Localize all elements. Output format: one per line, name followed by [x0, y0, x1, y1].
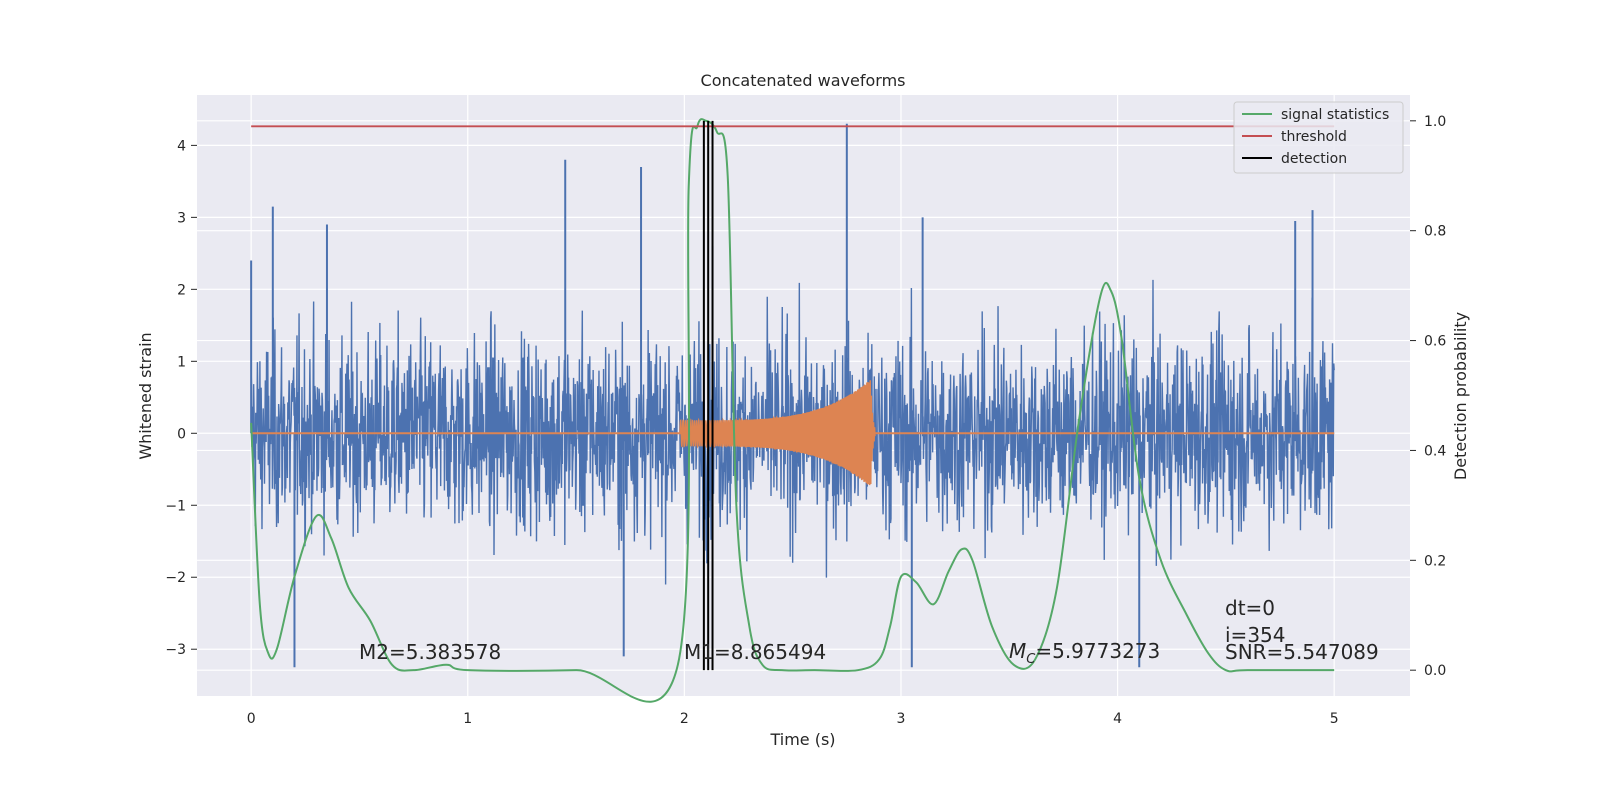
strain-series [250, 123, 1335, 668]
y2-tick-label-1: 0.2 [1424, 553, 1446, 569]
legend-frame [1233, 101, 1404, 174]
legend-label-threshold: threshold [1281, 129, 1347, 145]
legend-label-signal-statistics: signal statistics [1281, 107, 1389, 123]
annotation-mc-sub: C [1026, 652, 1036, 667]
annotation-mc-value: =5.9773273 [1035, 639, 1160, 663]
y2-tick-label-2: 0.4 [1424, 443, 1446, 459]
x-axis-label: Time (s) [769, 730, 835, 749]
x-tick-label-0: 0 [247, 711, 256, 727]
annotation-m2: M2=5.383578 [359, 640, 501, 664]
y2-tick-label-5: 1.0 [1424, 114, 1446, 130]
y-tick-label-7: 4 [177, 138, 186, 154]
annotation-m1: M1=8.865494 [684, 640, 826, 664]
axis-ticks: 0 1 2 3 4 5 −3 −2 −1 0 1 2 3 4 0.0 0.2 0.4 0.6 0.8 1.0 [165, 114, 1446, 727]
annotation-mc: MC=5.9773273 [1009, 639, 1160, 667]
y2-tick-label-3: 0.6 [1424, 334, 1446, 350]
annotation-dt: dt=0 [1225, 596, 1275, 620]
x-tick-label-4: 4 [1113, 711, 1122, 727]
threshold-and-detection [251, 120, 1335, 671]
x-tick-label-5: 5 [1330, 711, 1339, 727]
annotation-mc-symbol: M [1009, 639, 1026, 663]
legend: signal statistics threshold detection [1233, 101, 1404, 174]
x-tick-label-1: 1 [463, 711, 472, 727]
signal-statistics-series [250, 118, 1335, 703]
x-tick-label-3: 3 [897, 711, 906, 727]
y-tick-label-0: −3 [165, 642, 186, 658]
y-axis-label: Whitened strain [136, 332, 155, 459]
x-tick-label-2: 2 [680, 711, 689, 727]
annotation-snr: SNR=5.547089 [1225, 640, 1379, 664]
y2-axis-label: Detection probability [1451, 312, 1470, 480]
y-tick-label-2: −1 [165, 498, 186, 514]
signal-statistics-line [250, 118, 1335, 703]
y2-tick-label-0: 0.0 [1424, 663, 1446, 679]
y-tick-label-1: −2 [165, 570, 186, 586]
chart-title: Concatenated waveforms [701, 71, 906, 90]
y-tick-label-3: 0 [177, 426, 186, 442]
y-tick-label-4: 1 [177, 354, 186, 370]
y-tick-label-5: 2 [177, 282, 186, 298]
y-tick-label-6: 3 [177, 210, 186, 226]
strain-line [250, 279, 1335, 585]
annotation-i: i=354 [1225, 623, 1286, 647]
y2-tick-label-4: 0.8 [1424, 224, 1446, 240]
legend-label-detection: detection [1281, 151, 1347, 167]
